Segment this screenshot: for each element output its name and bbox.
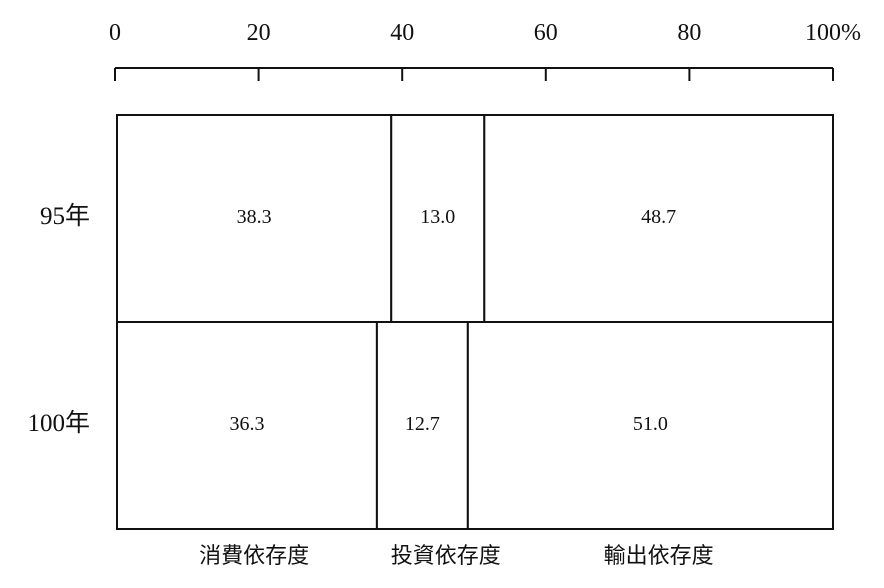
data-label: 48.7 [641,206,676,228]
bars [116,114,834,530]
x-tick-label: 100% [805,20,861,46]
x-tick-label: 60 [534,20,558,46]
series-label: 輸出依存度 [604,544,714,569]
data-label: 36.3 [229,413,264,435]
x-tick-label: 40 [390,20,414,46]
x-tick-label: 0 [109,20,121,46]
bar-segment [466,321,834,530]
series-label: 投資依存度 [391,544,501,569]
bar-segment [483,114,834,323]
bar-segment [390,114,486,323]
x-axis: 0 20 40 60 80 100% [109,20,861,81]
data-label: 51.0 [633,413,668,435]
data-label: 13.0 [420,206,455,228]
x-tick-label: 20 [247,20,271,46]
series-label: 消費依存度 [199,544,309,569]
category-label: 95年 [40,202,90,230]
data-label: 12.7 [405,413,440,435]
bar-segment [116,321,378,530]
data-label: 38.3 [237,206,272,228]
bar-segment [375,321,469,530]
x-tick-label: 80 [677,20,701,46]
category-label: 100年 [27,409,90,437]
